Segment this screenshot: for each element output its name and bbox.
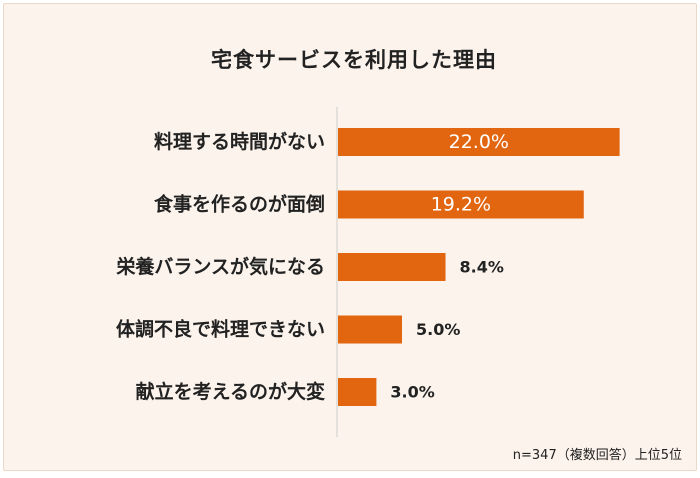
category-label: 栄養バランスが気になる <box>115 255 325 278</box>
category-label: 体調不良で料理できない <box>116 318 325 341</box>
value-label: 19.2% <box>431 194 491 216</box>
bar <box>338 315 402 344</box>
sample-note: n=347（複数回答）上位5位 <box>512 448 682 463</box>
bar <box>338 253 446 281</box>
bar-chart: 料理する時間がない 22.0% 食事を作るのが面倒 19.2% 栄養バランスが気になる 8… <box>115 107 620 437</box>
category-label: 料理する時間がない <box>154 130 325 153</box>
category-label: 献立を考えるのが大変 <box>136 380 325 403</box>
bar <box>338 190 584 219</box>
value-label: 5.0% <box>416 320 460 339</box>
value-label: 8.4% <box>460 258 504 277</box>
bar <box>338 378 377 406</box>
chart-frame: 宅食サービスを利用した理由 料理する時間がない 22.0% 食事を作るのが面倒 19.… <box>3 3 697 471</box>
value-label: 22.0% <box>449 131 509 153</box>
value-label: 3.0% <box>390 383 434 402</box>
chart-title: 宅食サービスを利用した理由 <box>211 48 497 72</box>
category-label: 食事を作るのが面倒 <box>154 193 325 216</box>
bar <box>338 128 620 156</box>
